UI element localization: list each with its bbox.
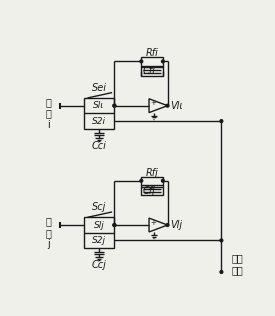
Circle shape [113,224,116,227]
Text: 电
极
i: 电 极 i [45,97,51,130]
Circle shape [113,104,116,107]
Circle shape [161,60,164,63]
Bar [84,217,114,248]
Text: 激励
信号: 激励 信号 [232,253,243,275]
Text: Slι: Slι [93,101,104,110]
Text: 电
极
j: 电 极 j [45,216,51,249]
Circle shape [166,224,169,227]
Circle shape [113,224,116,227]
Bar [141,67,163,76]
Text: Vlj: Vlj [171,220,183,230]
Circle shape [140,60,143,63]
Text: Scj: Scj [92,202,106,212]
Circle shape [161,179,164,182]
Text: Cci: Cci [92,141,106,151]
Text: Ccj: Ccj [92,260,106,270]
Circle shape [140,179,143,182]
Bar [141,186,163,195]
Circle shape [220,239,223,242]
Circle shape [220,120,223,123]
Text: Rfj: Rfj [146,168,159,178]
Text: +: + [150,100,156,106]
Bar [84,98,114,129]
Circle shape [220,270,223,273]
Bar [141,57,163,66]
Text: Cfi: Cfi [143,66,156,76]
Text: S2j: S2j [92,236,106,245]
Text: Vlι: Vlι [170,101,183,111]
Text: Sei: Sei [92,83,106,93]
Bar [141,177,163,185]
Text: Rfi: Rfi [146,48,159,58]
Text: Cfj: Cfj [143,186,156,196]
Text: +: + [150,220,156,226]
Circle shape [113,104,116,107]
Text: S2i: S2i [92,117,106,125]
Circle shape [166,104,169,107]
Text: Slj: Slj [94,221,104,229]
